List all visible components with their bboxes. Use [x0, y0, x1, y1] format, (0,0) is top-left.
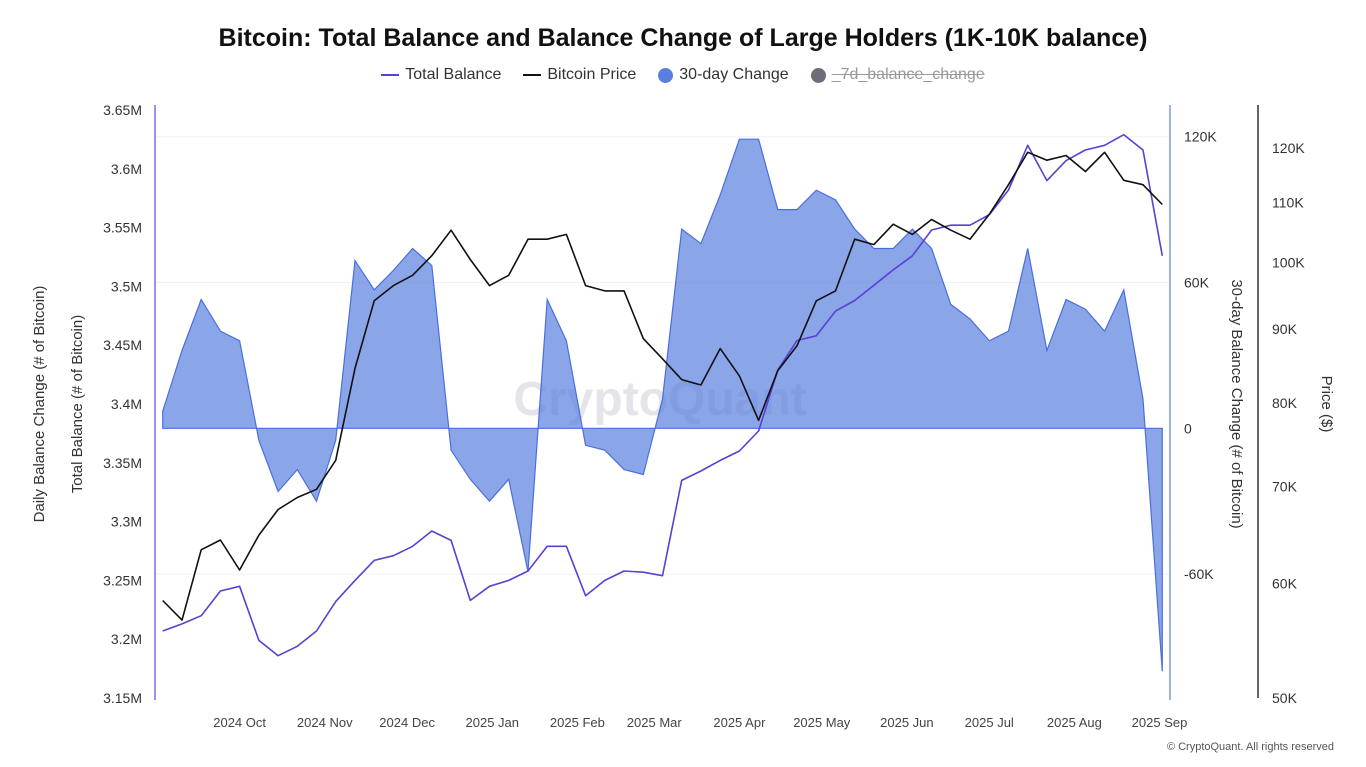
- x-axis-tick-label: 2025 Mar: [627, 715, 683, 730]
- price-axis-title: Price ($): [1318, 376, 1335, 433]
- price-axis-tick-label: 100K: [1272, 255, 1305, 271]
- chart-title: Bitcoin: Total Balance and Balance Chang…: [218, 24, 1148, 52]
- left-axis-tick-label: 3.6M: [111, 161, 142, 177]
- x-axis-tick-label: 2025 Feb: [550, 715, 605, 730]
- left-axis-tick-label: 3.55M: [103, 220, 142, 236]
- left-axis-tick-label: 3.5M: [111, 278, 142, 294]
- x-axis-tick-label: 2024 Dec: [379, 715, 435, 730]
- legend-item-30-day-change[interactable]: 30-day Change: [658, 66, 789, 84]
- price-axis-tick-label: 120K: [1272, 140, 1305, 156]
- copyright-footer: © CryptoQuant. All rights reserved: [1166, 741, 1334, 753]
- legend-item-7d-balance-change[interactable]: _7d_balance_change: [810, 66, 985, 84]
- left-axis-tick-label: 3.25M: [103, 572, 142, 588]
- line-swatch-icon: [523, 74, 542, 76]
- circle-swatch-icon: [658, 67, 674, 83]
- change-axis-tick-label: 0: [1184, 420, 1192, 436]
- series-30-day-change-area: [162, 138, 1163, 672]
- circle-swatch-icon: [810, 67, 826, 83]
- price-axis-tick-label: 90K: [1272, 321, 1298, 337]
- x-axis-tick-label: 2025 May: [793, 715, 851, 730]
- x-axis-tick-label: 2025 Sep: [1132, 715, 1188, 730]
- series-bitcoin-price-line: [162, 151, 1163, 621]
- price-axis-tick-label: 60K: [1272, 575, 1298, 591]
- x-axis-tick-label: 2025 Jul: [965, 715, 1014, 730]
- legend: Total Balance Bitcoin Price 30-day Chang…: [0, 66, 1366, 84]
- left-axis-tick-label: 3.45M: [103, 337, 142, 353]
- left-axis-tick-label: 3.2M: [111, 631, 142, 647]
- x-axis-tick-label: 2025 Aug: [1047, 715, 1102, 730]
- change-axis-tick-label: -60K: [1184, 566, 1214, 582]
- price-axis-tick-label: 70K: [1272, 479, 1298, 495]
- change-axis-tick-label: 120K: [1184, 129, 1217, 145]
- price-axis-tick-label: 80K: [1272, 395, 1298, 411]
- change-axis-title: 30-day Balance Change (# of Bitcoin): [1228, 279, 1245, 528]
- x-axis-tick-label: 2025 Jan: [466, 715, 520, 730]
- legend-item-bitcoin-price[interactable]: Bitcoin Price: [523, 66, 636, 84]
- legend-item-total-balance[interactable]: Total Balance: [381, 66, 501, 84]
- left-axis-tick-label: 3.35M: [103, 455, 142, 471]
- x-axis-tick-label: 2024 Nov: [297, 715, 353, 730]
- series-total-balance-line: [162, 133, 1164, 657]
- left-axis-tick-label: 3.65M: [103, 102, 142, 118]
- line-swatch-icon: [381, 74, 400, 76]
- left-outer-axis-title: Daily Balance Change (# of Bitcoin): [31, 286, 48, 523]
- price-axis-tick-label: 50K: [1272, 690, 1298, 706]
- price-axis-tick-label: 110K: [1272, 195, 1304, 211]
- left-axis-tick-label: 3.4M: [111, 396, 142, 412]
- left-axis-tick-label: 3.3M: [111, 514, 142, 530]
- left-axis-tick-label: 3.15M: [103, 690, 142, 706]
- change-axis-tick-label: 60K: [1184, 275, 1210, 291]
- x-axis-tick-label: 2025 Jun: [880, 715, 934, 730]
- x-axis-tick-label: 2025 Apr: [713, 715, 766, 730]
- left-axis-title: Total Balance (# of Bitcoin): [69, 315, 86, 493]
- x-axis-tick-label: 2024 Oct: [213, 715, 266, 730]
